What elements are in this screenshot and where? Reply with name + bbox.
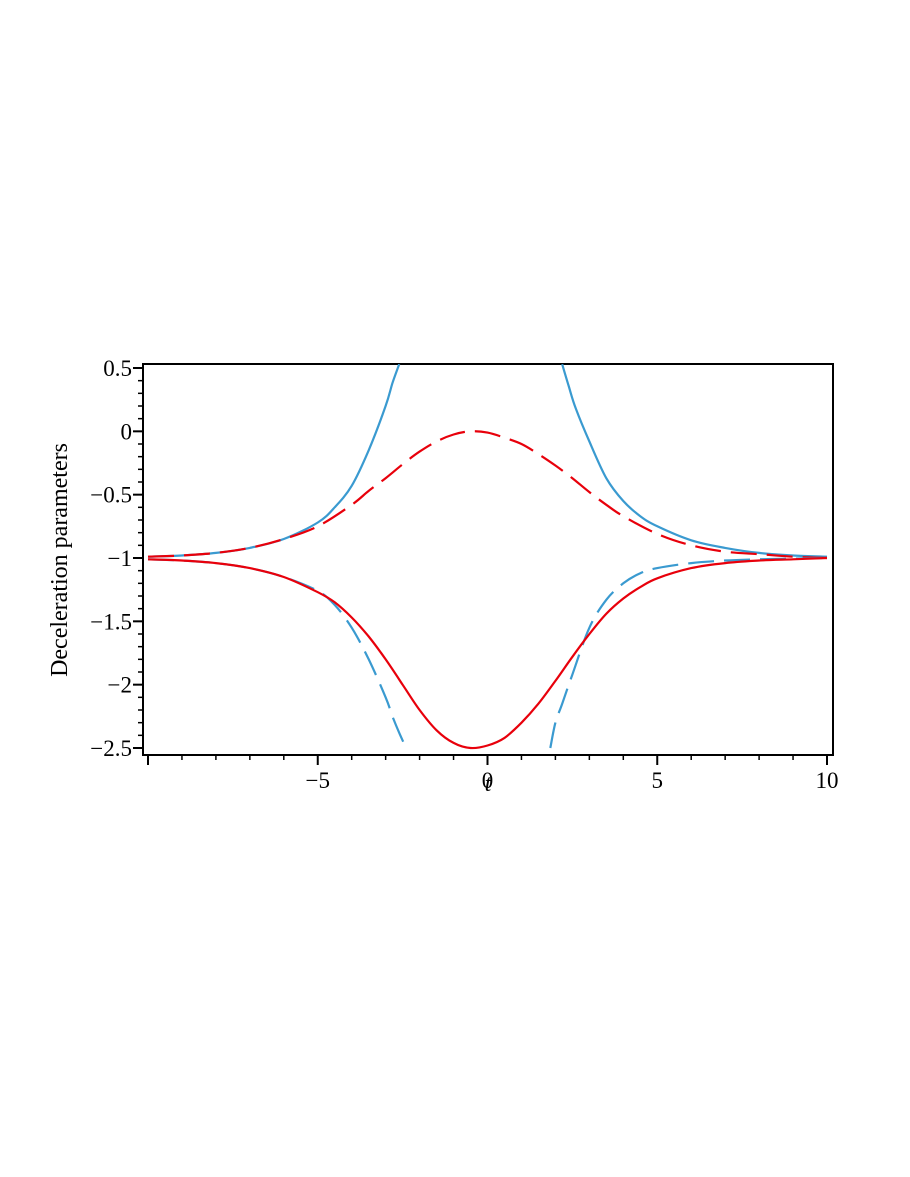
series-group xyxy=(147,364,828,750)
x-tick-label: 10 xyxy=(816,768,839,793)
major-ticks xyxy=(133,367,828,765)
y-axis-label: Deceleration parameters xyxy=(47,443,73,677)
series-line-4-part-1 xyxy=(147,558,406,745)
y-tick-label: 0 xyxy=(121,419,133,444)
series-line-4-part-2 xyxy=(549,556,828,749)
series-line-5 xyxy=(147,556,828,750)
series-line-1-part-1 xyxy=(147,364,401,558)
series-line-1-part-2 xyxy=(561,364,828,558)
x-axis-label: t xyxy=(485,771,493,797)
y-tick-label: −2.5 xyxy=(90,736,132,761)
y-tick-label: −0.5 xyxy=(90,483,132,508)
y-tick-label: −1.5 xyxy=(90,609,132,634)
tick-labels: −5 0 5 10 0.5 0 −0.5 −1 −1.5 −2 −2.5 xyxy=(90,356,838,793)
series-line-2 xyxy=(147,430,828,560)
x-tick-label: 0 xyxy=(482,768,494,793)
y-tick-label: 0.5 xyxy=(103,356,132,381)
x-tick-label: 5 xyxy=(652,768,664,793)
minor-ticks xyxy=(138,379,794,760)
x-tick-label: −5 xyxy=(306,768,330,793)
y-tick-label: −1 xyxy=(108,546,132,571)
y-tick-label: −2 xyxy=(108,673,132,698)
